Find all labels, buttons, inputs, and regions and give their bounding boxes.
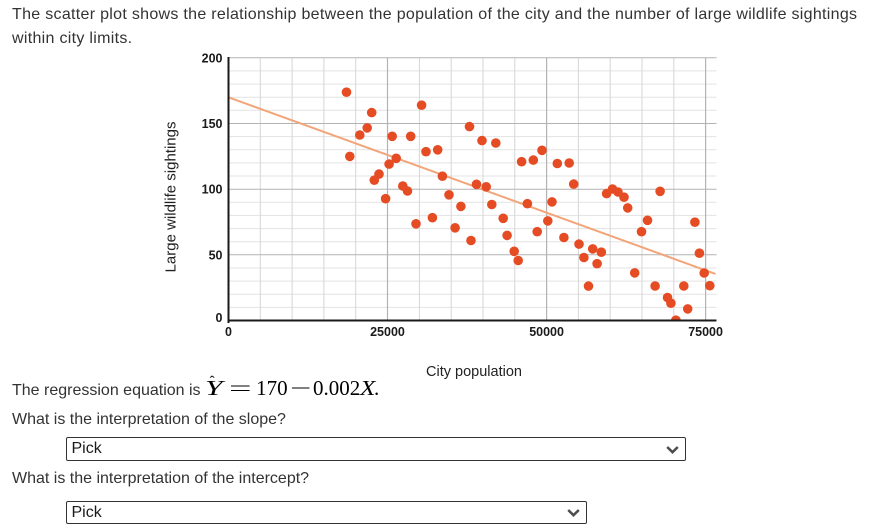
svg-text:50: 50 (209, 248, 223, 262)
svg-text:150: 150 (202, 117, 223, 131)
svg-text:75000: 75000 (688, 325, 723, 339)
svg-text:100: 100 (202, 183, 223, 197)
svg-text:0: 0 (216, 311, 223, 325)
svg-text:City population: City population (426, 364, 522, 380)
svg-text:Large wildlife sightings: Large wildlife sightings (163, 122, 180, 273)
svg-text:50000: 50000 (529, 325, 564, 339)
svg-text:0: 0 (225, 325, 232, 339)
svg-text:200: 200 (202, 51, 223, 65)
svg-text:25000: 25000 (370, 325, 405, 339)
